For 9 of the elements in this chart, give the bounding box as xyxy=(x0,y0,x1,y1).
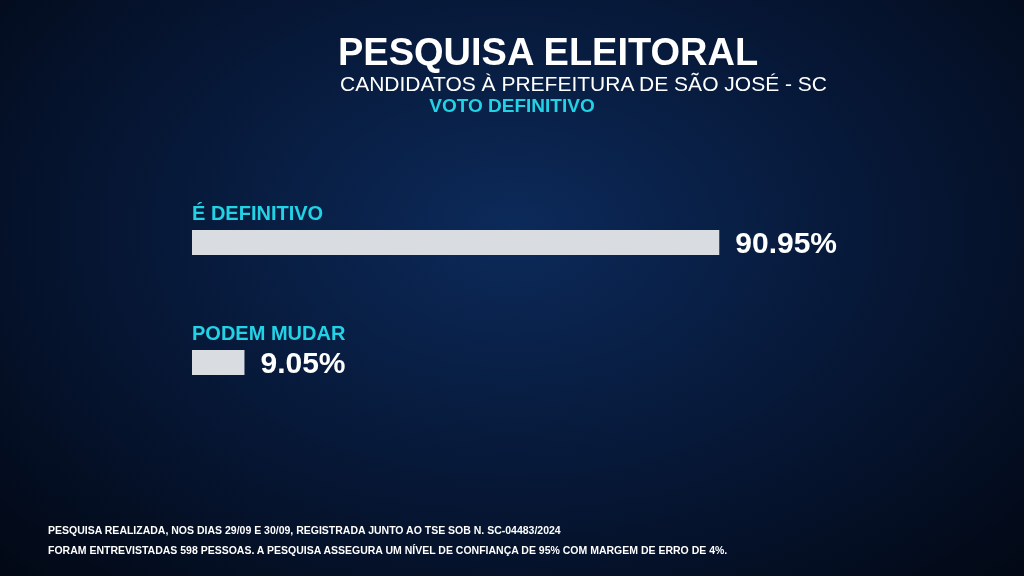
text: PESQUISA REALIZADA, NOS DIAS 29/09 E 30/09, REGISTRADA JUNTO AO TSE SOB N. SC-04483/2024 xyxy=(48,523,562,538)
y-tick-label: PODEM MUDAR xyxy=(192,322,346,344)
data-label: 90.95% xyxy=(735,226,838,259)
x-axis-title: VOTO DEFINITIVO xyxy=(428,95,596,117)
y-tick-label: É DEFINITIVO xyxy=(192,202,324,224)
chart-title: PESQUISA ELEITORAL xyxy=(338,30,759,73)
data-label: 9.05% xyxy=(260,346,346,379)
chart-subtitle: CANDIDATOS À PREFEITURA DE SÃO JOSÉ - SC xyxy=(340,72,827,96)
text: FORAM ENTREVISTADAS 598 PESSOAS. A PESQUISA ASSEGURA UM NÍVEL DE CONFIANÇA DE 95% COM MARGEM DE ERRO DE 4%. xyxy=(48,543,728,558)
